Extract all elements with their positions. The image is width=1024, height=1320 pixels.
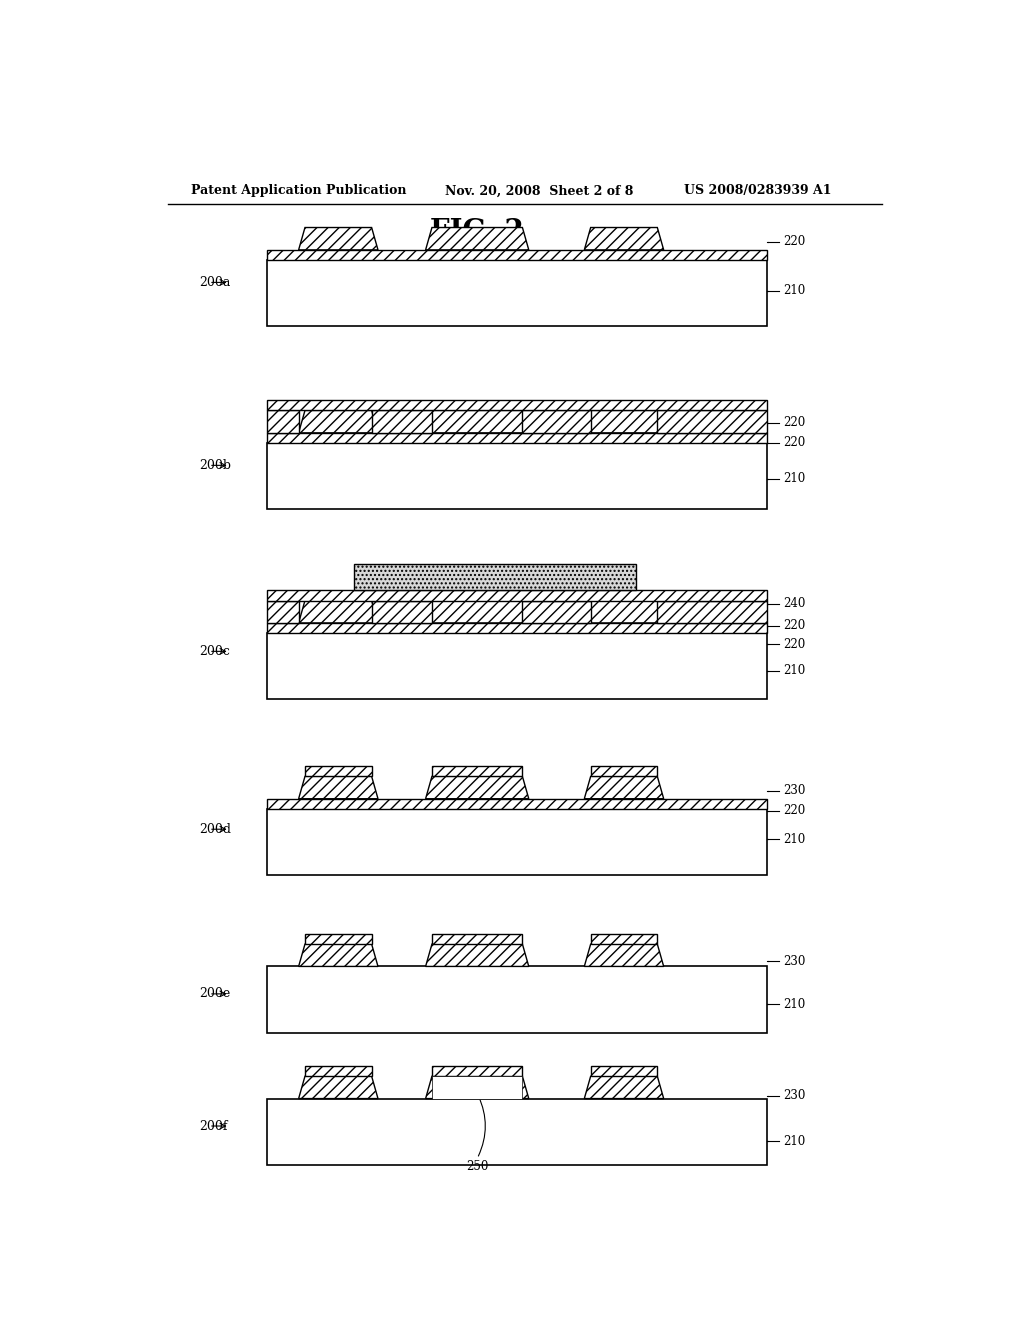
Bar: [354, 564, 636, 590]
Text: 210: 210: [782, 284, 805, 297]
Text: US 2008/0283939 A1: US 2008/0283939 A1: [684, 185, 831, 198]
Bar: [267, 799, 767, 809]
Bar: [267, 1098, 767, 1164]
Text: 220: 220: [782, 638, 805, 651]
Polygon shape: [299, 776, 378, 799]
Text: 230: 230: [782, 954, 805, 968]
Text: 220: 220: [782, 437, 805, 450]
Text: 220: 220: [782, 804, 805, 817]
Text: 200e: 200e: [200, 987, 230, 1001]
Bar: [267, 411, 299, 433]
Text: 210: 210: [782, 998, 805, 1011]
Polygon shape: [299, 944, 378, 966]
Text: 210: 210: [782, 664, 805, 677]
Text: 220: 220: [782, 619, 805, 632]
Bar: [657, 411, 767, 433]
Bar: [267, 623, 767, 634]
Text: 200c: 200c: [200, 645, 230, 657]
Polygon shape: [426, 944, 528, 966]
Polygon shape: [299, 1076, 378, 1098]
Text: FIG. 2: FIG. 2: [430, 218, 524, 246]
Text: 220: 220: [782, 416, 805, 429]
Bar: [522, 601, 591, 623]
Bar: [267, 433, 767, 444]
Bar: [591, 935, 657, 944]
Text: Patent Application Publication: Patent Application Publication: [191, 185, 407, 198]
Text: 240: 240: [782, 597, 805, 610]
Bar: [372, 411, 432, 433]
Polygon shape: [426, 1076, 528, 1098]
Text: 210: 210: [782, 833, 805, 846]
Text: 250: 250: [466, 1160, 488, 1173]
Bar: [267, 809, 767, 875]
Text: 200a: 200a: [200, 276, 230, 289]
Bar: [305, 766, 372, 776]
Polygon shape: [426, 227, 528, 249]
Bar: [372, 601, 432, 623]
Text: 230: 230: [782, 1089, 805, 1102]
Text: 220: 220: [782, 235, 805, 248]
Polygon shape: [585, 944, 664, 966]
Bar: [591, 1067, 657, 1076]
Bar: [267, 634, 767, 700]
Text: 200d: 200d: [200, 822, 231, 836]
Bar: [267, 444, 767, 510]
Bar: [267, 966, 767, 1032]
Bar: [432, 766, 522, 776]
Text: 200b: 200b: [200, 459, 231, 471]
Polygon shape: [585, 1076, 664, 1098]
Bar: [267, 249, 767, 260]
Polygon shape: [585, 227, 664, 249]
Bar: [432, 1067, 522, 1076]
Bar: [267, 590, 767, 601]
Text: 210: 210: [782, 473, 805, 484]
Text: 210: 210: [782, 1135, 805, 1148]
Bar: [267, 260, 767, 326]
Polygon shape: [426, 601, 528, 623]
Bar: [267, 601, 299, 623]
Polygon shape: [299, 601, 378, 623]
Text: Nov. 20, 2008  Sheet 2 of 8: Nov. 20, 2008 Sheet 2 of 8: [445, 185, 634, 198]
Bar: [522, 411, 591, 433]
Text: 200f: 200f: [200, 1119, 228, 1133]
Bar: [432, 1076, 522, 1098]
Bar: [657, 601, 767, 623]
Polygon shape: [426, 776, 528, 799]
Polygon shape: [299, 227, 378, 249]
Bar: [305, 935, 372, 944]
Bar: [305, 1067, 372, 1076]
Polygon shape: [585, 601, 664, 623]
Bar: [267, 400, 767, 411]
Polygon shape: [585, 776, 664, 799]
Bar: [432, 935, 522, 944]
Text: 230: 230: [782, 784, 805, 797]
Polygon shape: [585, 411, 664, 433]
Polygon shape: [426, 411, 528, 433]
Polygon shape: [299, 411, 378, 433]
Bar: [591, 766, 657, 776]
